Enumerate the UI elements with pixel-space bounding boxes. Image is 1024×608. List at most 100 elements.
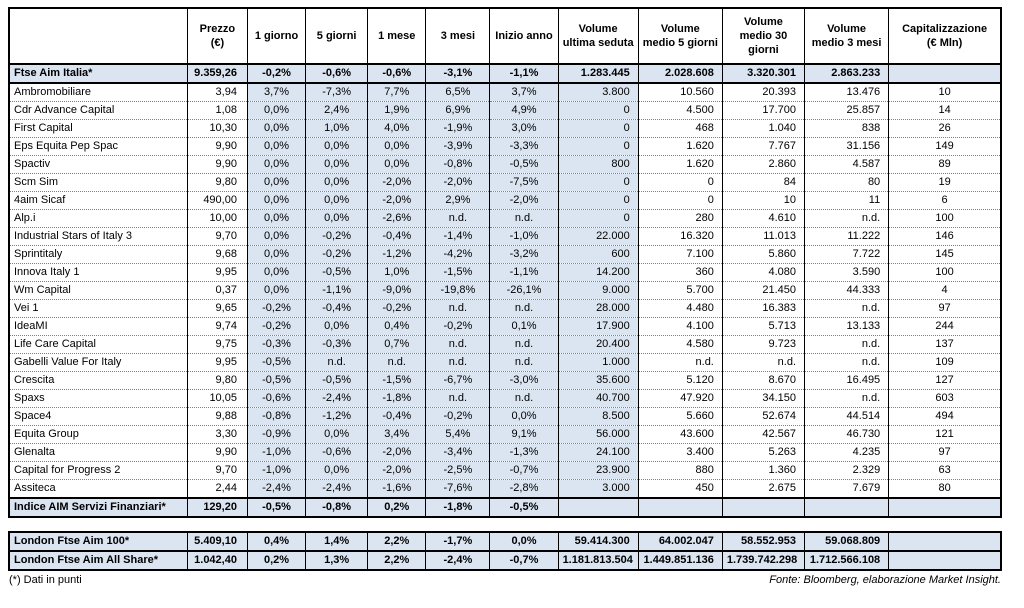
cell-1-mese: n.d. bbox=[367, 353, 426, 372]
cell-volume-medio-5-giorni: 3.400 bbox=[637, 443, 723, 462]
cell-volume-medio-3-mesi: 31.156 bbox=[804, 137, 889, 156]
cell-prezzo: 3,94 bbox=[186, 82, 248, 102]
cell-volume-medio-30-giorni: n.d. bbox=[721, 353, 805, 372]
cell-volume-ultima-seduta: 600 bbox=[557, 245, 639, 264]
table-row: Ambromobiliare 3,94 3,7% -7,3% 7,7% 6,5% 3,7% 3… bbox=[9, 82, 1001, 102]
cell-volume-medio-3-mesi: 13.476 bbox=[804, 82, 889, 102]
cell-3-mesi: -1,9% bbox=[425, 119, 490, 138]
cell-1-mese: 1,9% bbox=[367, 101, 426, 120]
cell-volume-medio-30-giorni: 1.360 bbox=[721, 461, 805, 480]
instrument-name: Glenalta bbox=[9, 443, 188, 462]
cell-inizio-anno: -1,3% bbox=[489, 443, 559, 462]
cell-1-giorno: -0,2% bbox=[246, 317, 306, 336]
cell-prezzo: 10,00 bbox=[186, 209, 248, 228]
cell-volume-medio-3-mesi: 25.857 bbox=[804, 101, 889, 120]
cell-volume-medio-5-giorni: 16.320 bbox=[637, 227, 723, 246]
table-row: Crescita 9,80 -0,5% -0,5% -1,5% -6,7% -3,0% 35.… bbox=[9, 371, 1001, 390]
cell-3-mesi: n.d. bbox=[425, 389, 490, 408]
cell-volume-medio-5-giorni: 4.500 bbox=[637, 101, 723, 120]
cell-capitalizzazione: 89 bbox=[888, 155, 1001, 174]
cell-volume-medio-30-giorni: 2.675 bbox=[721, 479, 805, 498]
cell-capitalizzazione: 97 bbox=[888, 299, 1001, 318]
cell-volume-medio-30-giorni: 2.860 bbox=[721, 155, 805, 174]
cell-volume-medio-30-giorni: 11.013 bbox=[721, 227, 805, 246]
cell-capitalizzazione: 109 bbox=[888, 353, 1001, 372]
cell-1-giorno: 0,0% bbox=[246, 281, 306, 300]
cell-volume-ultima-seduta: 0 bbox=[557, 173, 639, 192]
instrument-name: 4aim Sicaf bbox=[9, 191, 188, 210]
cell-inizio-anno: -7,5% bbox=[489, 173, 559, 192]
cell-1-mese: 3,4% bbox=[367, 425, 426, 444]
table-row: Scm Sim 9,80 0,0% 0,0% -2,0% -2,0% -7,5% 0 0 84 80… bbox=[9, 173, 1001, 192]
cell-volume-medio-5-giorni: n.d. bbox=[637, 353, 723, 372]
cell-3-mesi: -3,9% bbox=[425, 137, 490, 156]
cell-volume-medio-3-mesi: 7.679 bbox=[804, 479, 889, 498]
cell-prezzo: 9,90 bbox=[186, 443, 248, 462]
cell-capitalizzazione bbox=[888, 531, 1001, 551]
cell-capitalizzazione: 100 bbox=[888, 209, 1001, 228]
cell-prezzo: 1,08 bbox=[186, 101, 248, 120]
cell-3-mesi: -2,0% bbox=[425, 173, 490, 192]
cell-volume-medio-5-giorni: 10.560 bbox=[637, 82, 723, 102]
table-row: Capital for Progress 2 9,70 -1,0% 0,0% -2,0%… bbox=[9, 461, 1001, 480]
cell-inizio-anno: -2,0% bbox=[489, 191, 559, 210]
cell-capitalizzazione: 80 bbox=[888, 479, 1001, 498]
col-header-volume-medio-3-mesi: Volume medio 3 mesi bbox=[804, 8, 889, 65]
cell-prezzo: 9,95 bbox=[186, 263, 248, 282]
cell-inizio-anno: 3,0% bbox=[489, 119, 559, 138]
cell-1-mese: 0,7% bbox=[367, 335, 426, 354]
cell-volume-ultima-seduta: 9.000 bbox=[557, 281, 639, 300]
cell-capitalizzazione bbox=[888, 497, 1001, 517]
cell-volume-ultima-seduta: 1.181.813.504 bbox=[557, 550, 639, 570]
cell-1-giorno: 0,2% bbox=[246, 550, 306, 570]
cell-volume-medio-5-giorni: 2.028.608 bbox=[637, 63, 723, 83]
cell-5-giorni: 0,0% bbox=[305, 317, 368, 336]
cell-capitalizzazione: 26 bbox=[888, 119, 1001, 138]
cell-volume-ultima-seduta: 3.800 bbox=[557, 82, 639, 102]
cell-1-mese: -9,0% bbox=[367, 281, 426, 300]
cell-volume-ultima-seduta: 0 bbox=[557, 101, 639, 120]
instrument-name: Life Care Capital bbox=[9, 335, 188, 354]
table-row: Cdr Advance Capital 1,08 0,0% 2,4% 1,9% 6,9% 4… bbox=[9, 101, 1001, 120]
cell-1-mese: 2,2% bbox=[367, 550, 426, 570]
cell-volume-medio-30-giorni: 7.767 bbox=[721, 137, 805, 156]
cell-capitalizzazione: 149 bbox=[888, 137, 1001, 156]
cell-inizio-anno: 0,0% bbox=[489, 407, 559, 426]
cell-3-mesi: n.d. bbox=[425, 353, 490, 372]
cell-volume-medio-5-giorni: 4.480 bbox=[637, 299, 723, 318]
instrument-name: Alp.i bbox=[9, 209, 188, 228]
cell-capitalizzazione bbox=[888, 550, 1001, 570]
cell-1-mese: 1,0% bbox=[367, 263, 426, 282]
summary-row: London Ftse Aim All Share* 1.042,40 0,2% 1,… bbox=[9, 550, 1001, 570]
cell-volume-medio-5-giorni: 43.600 bbox=[637, 425, 723, 444]
cell-volume-medio-30-giorni: 42.567 bbox=[721, 425, 805, 444]
cell-volume-medio-5-giorni: 64.002.047 bbox=[637, 531, 723, 551]
cell-3-mesi: -0,8% bbox=[425, 155, 490, 174]
cell-volume-medio-30-giorni: 3.320.301 bbox=[721, 63, 805, 83]
cell-volume-ultima-seduta: 28.000 bbox=[557, 299, 639, 318]
cell-3-mesi: n.d. bbox=[425, 209, 490, 228]
cell-prezzo: 2,44 bbox=[186, 479, 248, 498]
cell-1-giorno: 0,0% bbox=[246, 155, 306, 174]
cell-5-giorni: 2,4% bbox=[305, 101, 368, 120]
cell-3-mesi: -1,8% bbox=[425, 497, 490, 517]
instrument-name: Industrial Stars of Italy 3 bbox=[9, 227, 188, 246]
cell-capitalizzazione: 100 bbox=[888, 263, 1001, 282]
cell-volume-medio-3-mesi: 46.730 bbox=[804, 425, 889, 444]
cell-1-giorno: -0,8% bbox=[246, 407, 306, 426]
cell-volume-medio-30-giorni: 16.383 bbox=[721, 299, 805, 318]
col-header-prezzo: Prezzo (€) bbox=[186, 8, 248, 65]
cell-inizio-anno: -26,1% bbox=[489, 281, 559, 300]
col-header-1-mese: 1 mese bbox=[367, 8, 426, 65]
cell-volume-ultima-seduta: 56.000 bbox=[557, 425, 639, 444]
cell-5-giorni: -0,3% bbox=[305, 335, 368, 354]
cell-prezzo: 9,68 bbox=[186, 245, 248, 264]
table-row: Equita Group 3,30 -0,9% 0,0% 3,4% 5,4% 9,1% 56.… bbox=[9, 425, 1001, 444]
cell-volume-medio-30-giorni: 17.700 bbox=[721, 101, 805, 120]
cell-1-giorno: 3,7% bbox=[246, 82, 306, 102]
cell-volume-medio-5-giorni: 5.700 bbox=[637, 281, 723, 300]
cell-volume-ultima-seduta: 22.000 bbox=[557, 227, 639, 246]
cell-volume-medio-5-giorni: 280 bbox=[637, 209, 723, 228]
cell-3-mesi: -4,2% bbox=[425, 245, 490, 264]
cell-prezzo: 9,70 bbox=[186, 227, 248, 246]
